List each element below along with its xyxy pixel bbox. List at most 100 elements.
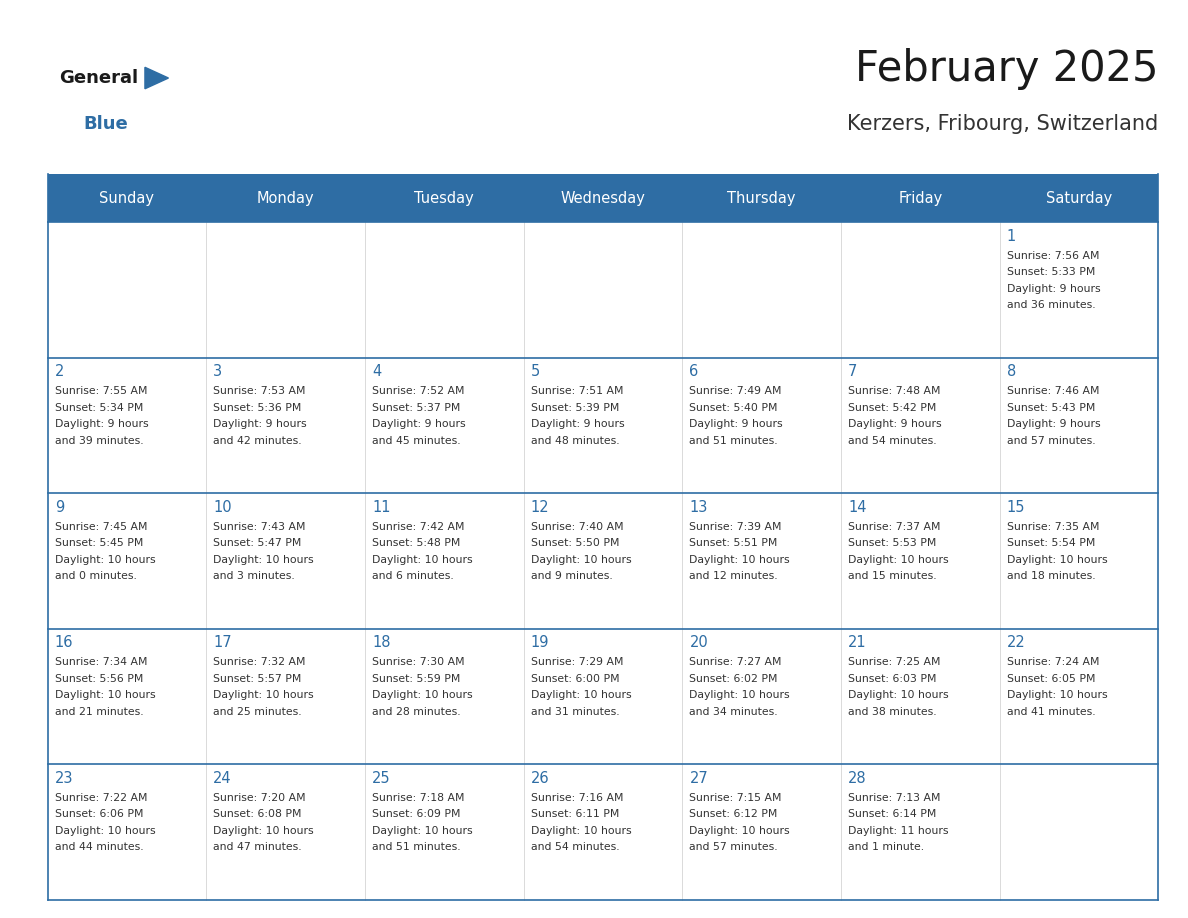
Text: Daylight: 10 hours: Daylight: 10 hours <box>531 690 631 700</box>
Text: Sunrise: 7:27 AM: Sunrise: 7:27 AM <box>689 657 782 667</box>
Text: and 42 minutes.: and 42 minutes. <box>214 436 302 445</box>
Text: Daylight: 10 hours: Daylight: 10 hours <box>55 690 156 700</box>
Text: Daylight: 10 hours: Daylight: 10 hours <box>689 554 790 565</box>
Bar <box>841 174 999 222</box>
Text: Sunset: 5:54 PM: Sunset: 5:54 PM <box>1006 538 1095 548</box>
Text: Daylight: 9 hours: Daylight: 9 hours <box>214 420 307 429</box>
Text: and 31 minutes.: and 31 minutes. <box>531 707 619 717</box>
Bar <box>841 493 999 629</box>
Bar <box>365 358 524 493</box>
Text: General: General <box>59 69 139 87</box>
Text: Daylight: 10 hours: Daylight: 10 hours <box>531 825 631 835</box>
Text: Sunrise: 7:16 AM: Sunrise: 7:16 AM <box>531 792 624 802</box>
Text: Sunset: 5:36 PM: Sunset: 5:36 PM <box>214 403 302 412</box>
Text: Sunset: 5:42 PM: Sunset: 5:42 PM <box>848 403 936 412</box>
Text: 15: 15 <box>1006 499 1025 515</box>
Text: Sunset: 5:33 PM: Sunset: 5:33 PM <box>1006 267 1095 277</box>
Text: Daylight: 10 hours: Daylight: 10 hours <box>848 690 949 700</box>
Text: Sunrise: 7:15 AM: Sunrise: 7:15 AM <box>689 792 782 802</box>
Text: and 54 minutes.: and 54 minutes. <box>848 436 936 445</box>
Text: Friday: Friday <box>898 191 942 206</box>
Bar <box>524 493 682 629</box>
Text: and 38 minutes.: and 38 minutes. <box>848 707 936 717</box>
Bar <box>48 629 207 764</box>
Bar <box>999 222 1158 358</box>
Bar <box>841 222 999 358</box>
Text: Monday: Monday <box>257 191 315 206</box>
Text: Sunset: 5:40 PM: Sunset: 5:40 PM <box>689 403 778 412</box>
Text: Sunset: 5:34 PM: Sunset: 5:34 PM <box>55 403 143 412</box>
Text: and 25 minutes.: and 25 minutes. <box>214 707 302 717</box>
Text: 11: 11 <box>372 499 391 515</box>
Bar <box>365 174 524 222</box>
Text: Sunset: 5:57 PM: Sunset: 5:57 PM <box>214 674 302 684</box>
Bar <box>365 629 524 764</box>
Text: Blue: Blue <box>83 115 128 133</box>
Text: and 51 minutes.: and 51 minutes. <box>689 436 778 445</box>
Text: Sunrise: 7:51 AM: Sunrise: 7:51 AM <box>531 386 624 396</box>
Bar <box>999 629 1158 764</box>
Text: and 41 minutes.: and 41 minutes. <box>1006 707 1095 717</box>
Text: Daylight: 10 hours: Daylight: 10 hours <box>372 825 473 835</box>
Text: Sunrise: 7:48 AM: Sunrise: 7:48 AM <box>848 386 941 396</box>
Text: Sunset: 5:53 PM: Sunset: 5:53 PM <box>848 538 936 548</box>
Bar <box>682 493 841 629</box>
Text: Sunrise: 7:46 AM: Sunrise: 7:46 AM <box>1006 386 1099 396</box>
Text: Daylight: 9 hours: Daylight: 9 hours <box>531 420 625 429</box>
Bar <box>841 764 999 900</box>
Text: 16: 16 <box>55 635 74 650</box>
Text: Sunset: 5:59 PM: Sunset: 5:59 PM <box>372 674 461 684</box>
Text: Sunrise: 7:32 AM: Sunrise: 7:32 AM <box>214 657 305 667</box>
Text: 28: 28 <box>848 770 867 786</box>
Text: and 36 minutes.: and 36 minutes. <box>1006 300 1095 310</box>
Text: Sunset: 5:48 PM: Sunset: 5:48 PM <box>372 538 461 548</box>
Text: 14: 14 <box>848 499 866 515</box>
Text: Sunset: 6:06 PM: Sunset: 6:06 PM <box>55 809 143 819</box>
Text: Sunrise: 7:53 AM: Sunrise: 7:53 AM <box>214 386 305 396</box>
Text: and 6 minutes.: and 6 minutes. <box>372 571 454 581</box>
Bar <box>48 764 207 900</box>
Bar <box>524 222 682 358</box>
Text: 25: 25 <box>372 770 391 786</box>
Bar <box>48 493 207 629</box>
Text: Sunrise: 7:40 AM: Sunrise: 7:40 AM <box>531 521 624 532</box>
Text: Tuesday: Tuesday <box>415 191 474 206</box>
Text: Sunrise: 7:29 AM: Sunrise: 7:29 AM <box>531 657 624 667</box>
Bar <box>207 629 365 764</box>
Text: Sunrise: 7:39 AM: Sunrise: 7:39 AM <box>689 521 782 532</box>
Text: Daylight: 10 hours: Daylight: 10 hours <box>1006 554 1107 565</box>
Text: Sunrise: 7:18 AM: Sunrise: 7:18 AM <box>372 792 465 802</box>
Text: 7: 7 <box>848 364 858 379</box>
Text: Daylight: 9 hours: Daylight: 9 hours <box>1006 420 1100 429</box>
Text: Wednesday: Wednesday <box>561 191 645 206</box>
Text: Sunset: 5:56 PM: Sunset: 5:56 PM <box>55 674 143 684</box>
Text: Sunrise: 7:24 AM: Sunrise: 7:24 AM <box>1006 657 1099 667</box>
Text: 18: 18 <box>372 635 391 650</box>
Text: and 28 minutes.: and 28 minutes. <box>372 707 461 717</box>
Bar <box>48 358 207 493</box>
Text: Thursday: Thursday <box>727 191 796 206</box>
Text: and 0 minutes.: and 0 minutes. <box>55 571 137 581</box>
Text: Daylight: 11 hours: Daylight: 11 hours <box>848 825 948 835</box>
Text: and 9 minutes.: and 9 minutes. <box>531 571 613 581</box>
Text: Daylight: 10 hours: Daylight: 10 hours <box>214 825 314 835</box>
Text: and 48 minutes.: and 48 minutes. <box>531 436 619 445</box>
Text: Daylight: 10 hours: Daylight: 10 hours <box>372 554 473 565</box>
Text: Daylight: 10 hours: Daylight: 10 hours <box>55 825 156 835</box>
Text: 9: 9 <box>55 499 64 515</box>
Text: and 12 minutes.: and 12 minutes. <box>689 571 778 581</box>
Text: 20: 20 <box>689 635 708 650</box>
Text: and 44 minutes.: and 44 minutes. <box>55 842 144 852</box>
Text: 10: 10 <box>214 499 232 515</box>
Bar <box>524 764 682 900</box>
Text: and 39 minutes.: and 39 minutes. <box>55 436 144 445</box>
Text: Sunset: 5:50 PM: Sunset: 5:50 PM <box>531 538 619 548</box>
Text: and 3 minutes.: and 3 minutes. <box>214 571 295 581</box>
Bar <box>524 358 682 493</box>
Text: Daylight: 10 hours: Daylight: 10 hours <box>1006 690 1107 700</box>
Text: 8: 8 <box>1006 364 1016 379</box>
Text: Sunday: Sunday <box>100 191 154 206</box>
Bar <box>682 764 841 900</box>
Text: Sunset: 5:45 PM: Sunset: 5:45 PM <box>55 538 143 548</box>
Bar <box>48 222 207 358</box>
